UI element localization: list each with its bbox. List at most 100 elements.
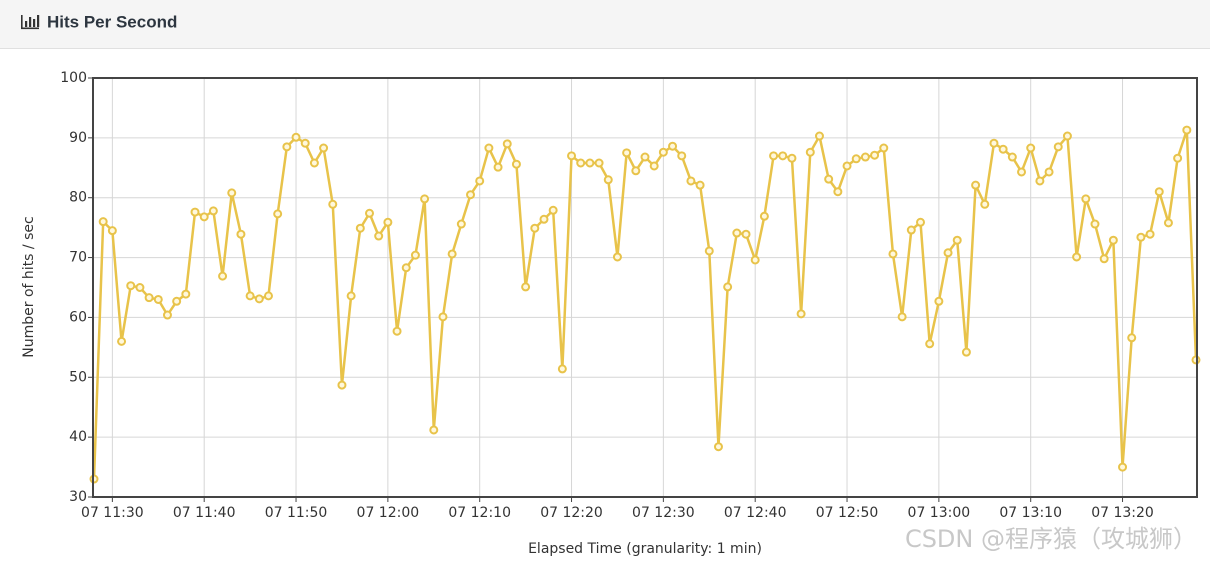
data-point xyxy=(300,138,310,148)
data-point xyxy=(117,336,127,346)
data-point xyxy=(1154,187,1164,197)
data-point xyxy=(1099,254,1109,264)
data-point xyxy=(925,339,935,349)
data-point xyxy=(291,132,301,142)
data-point xyxy=(98,217,108,227)
data-point xyxy=(365,208,374,218)
data-point xyxy=(557,364,567,374)
y-tick-label: 30 xyxy=(69,489,87,505)
data-point xyxy=(769,151,779,161)
data-point xyxy=(1007,152,1017,162)
plot-border xyxy=(92,77,1198,498)
data-point xyxy=(337,380,347,390)
data-point xyxy=(135,283,145,292)
grid: 30 40 50 60 70 80 90 100 07 11:30 07 11:40 07 11:5… xyxy=(60,70,1197,521)
data-point xyxy=(824,174,834,184)
data-point xyxy=(603,175,613,185)
data-point xyxy=(484,143,494,153)
data-point xyxy=(1017,167,1027,177)
x-tick-label: 07 11:50 xyxy=(265,505,328,521)
data-point xyxy=(787,153,797,163)
data-point xyxy=(190,207,200,217)
data-point xyxy=(677,151,687,161)
x-tick-label: 07 13:00 xyxy=(908,505,971,521)
data-point xyxy=(732,228,742,238)
y-tick-label: 70 xyxy=(69,250,87,266)
panel-header xyxy=(0,0,1210,48)
y-tick-label: 90 xyxy=(69,130,87,146)
data-point xyxy=(916,217,925,227)
data-point xyxy=(1182,125,1192,135)
data-point xyxy=(392,326,402,336)
data-point xyxy=(521,282,531,292)
data-point xyxy=(1145,229,1155,239)
data-point xyxy=(181,289,191,299)
data-point xyxy=(410,250,420,260)
data-point xyxy=(778,151,788,161)
data-point xyxy=(723,282,733,292)
x-tick-label: 07 12:00 xyxy=(357,505,420,521)
data-point xyxy=(1127,333,1137,343)
data-point xyxy=(594,158,604,168)
data-point xyxy=(631,166,641,176)
data-point xyxy=(447,249,457,259)
watermark: CSDN @程序猿（攻城狮） xyxy=(905,525,1197,553)
data-point xyxy=(438,312,448,322)
data-point xyxy=(511,159,521,169)
data-point xyxy=(199,212,209,222)
data-point xyxy=(208,206,218,216)
data-point xyxy=(1118,462,1128,472)
data-point xyxy=(548,205,558,215)
data-point xyxy=(1026,143,1036,153)
data-point xyxy=(218,271,228,281)
data-point xyxy=(355,223,365,233)
data-point xyxy=(814,131,824,141)
data-point xyxy=(888,249,898,259)
data-point xyxy=(263,291,273,301)
data-point xyxy=(383,217,393,227)
data-point xyxy=(741,229,751,239)
data-point xyxy=(328,199,338,209)
data-point xyxy=(796,309,806,319)
data-point xyxy=(842,161,852,171)
data-point xyxy=(153,294,163,304)
data-point xyxy=(530,223,540,233)
data-point xyxy=(906,225,916,235)
y-tick-label: 50 xyxy=(69,369,87,385)
data-point xyxy=(254,294,264,304)
x-tick-label: 07 13:10 xyxy=(999,505,1062,521)
data-point xyxy=(1062,131,1072,141)
data-point xyxy=(466,190,476,200)
data-point xyxy=(658,147,668,157)
data-point xyxy=(943,248,953,258)
data-point xyxy=(860,152,870,162)
x-tick-label: 07 12:50 xyxy=(816,505,879,521)
chart-icon xyxy=(21,15,40,30)
data-point xyxy=(374,231,384,241)
data-point xyxy=(713,442,723,452)
data-point xyxy=(622,148,632,158)
y-tick-label: 40 xyxy=(69,429,87,445)
data-point xyxy=(1035,176,1045,186)
x-tick-label: 07 12:20 xyxy=(540,505,603,521)
data-point xyxy=(1044,167,1054,177)
data-point xyxy=(686,176,696,186)
x-tick-label: 07 12:10 xyxy=(448,505,511,521)
data-point xyxy=(1136,232,1146,242)
data-point xyxy=(282,142,292,152)
data-point xyxy=(456,219,466,229)
data-point xyxy=(309,158,319,168)
data-point xyxy=(273,209,283,219)
x-tick-label: 07 13:20 xyxy=(1091,505,1154,521)
data-point xyxy=(952,235,962,245)
data-point xyxy=(640,152,650,162)
series xyxy=(89,125,1201,484)
data-point xyxy=(162,310,172,320)
data-point xyxy=(704,246,714,256)
data-point xyxy=(833,187,843,197)
data-point xyxy=(897,312,907,322)
data-point xyxy=(493,162,503,172)
data-point xyxy=(1081,194,1091,204)
data-point xyxy=(750,255,760,265)
